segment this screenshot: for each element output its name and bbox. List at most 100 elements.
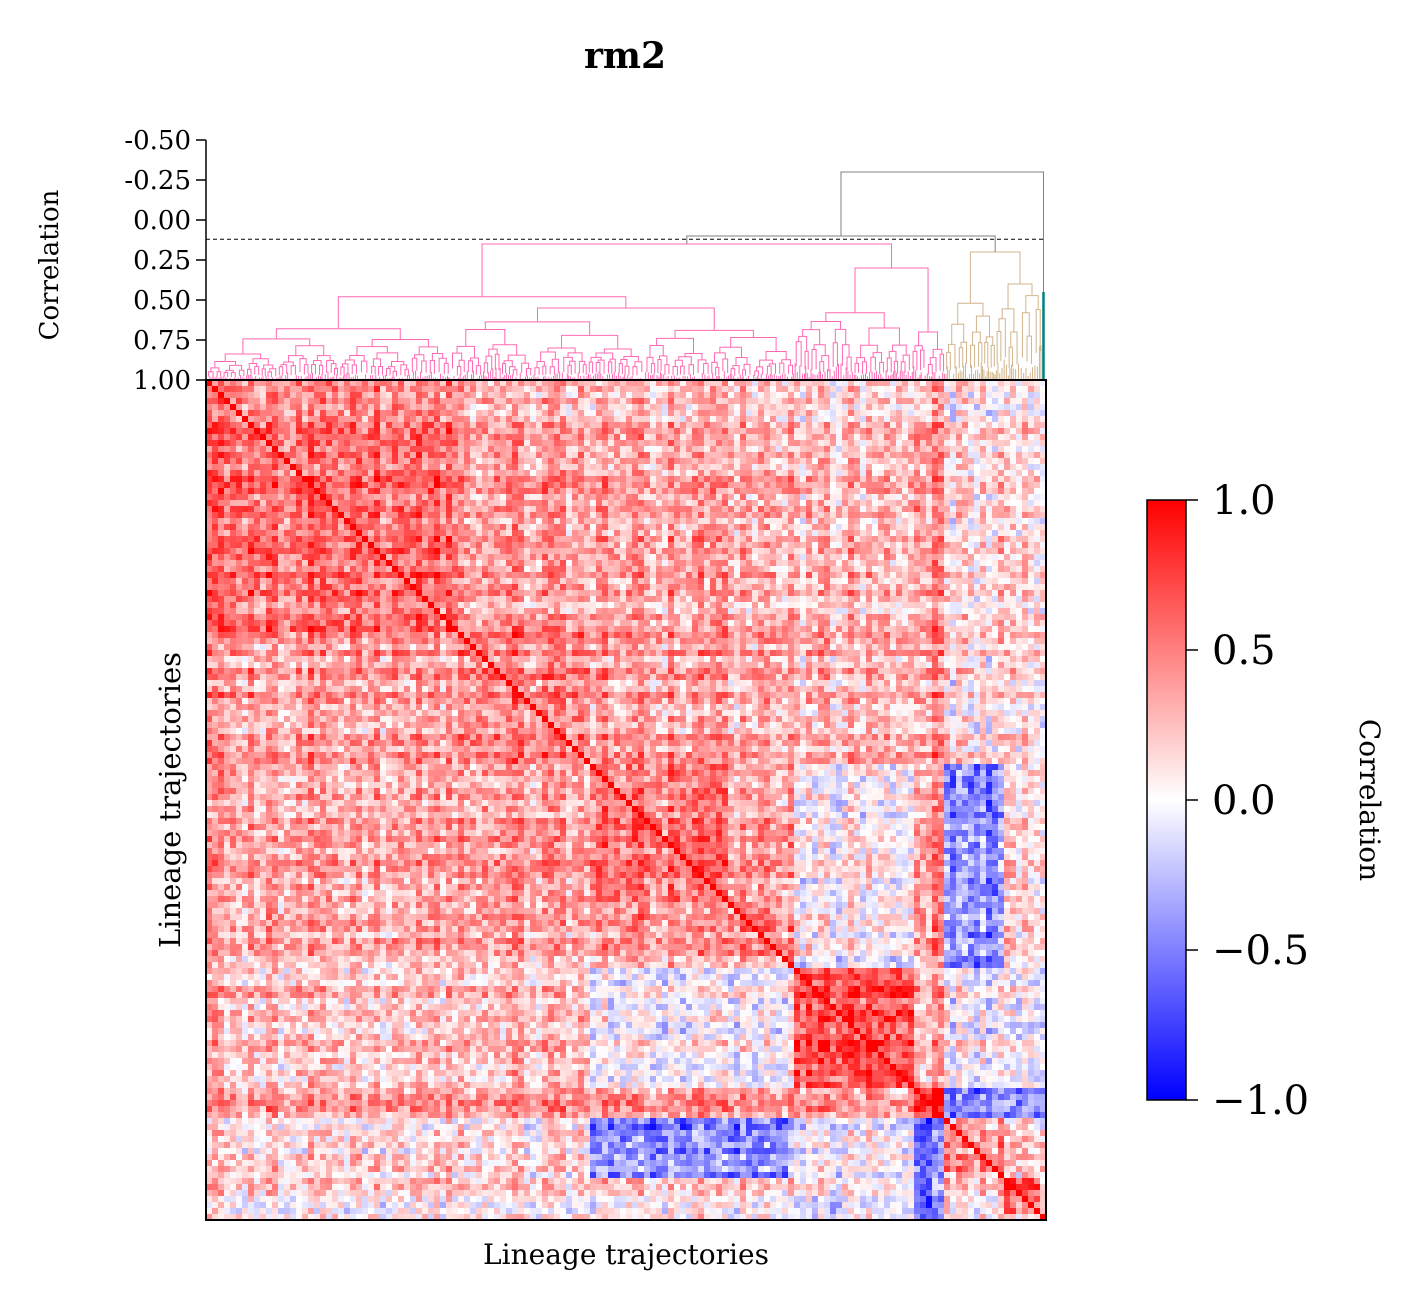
heatmap-cell [476, 500, 483, 507]
heatmap-cell [566, 476, 573, 483]
heatmap-cell [608, 398, 615, 405]
heatmap-cell [230, 506, 237, 513]
heatmap-cell [788, 524, 795, 531]
heatmap-cell [920, 440, 927, 447]
heatmap-cell [890, 428, 897, 435]
heatmap-cell [848, 470, 855, 477]
heatmap-cell [380, 440, 387, 447]
heatmap-cell [560, 488, 567, 495]
heatmap-cell [764, 392, 771, 399]
heatmap-cell [950, 398, 957, 405]
heatmap-cell [860, 548, 867, 555]
heatmap-cell [512, 476, 519, 483]
heatmap-cell [278, 410, 285, 417]
heatmap-cell [464, 530, 471, 537]
heatmap-cell [956, 434, 963, 441]
heatmap-cell [272, 494, 279, 501]
heatmap-cell [404, 494, 411, 501]
heatmap-cell [518, 494, 525, 501]
heatmap-cell [644, 500, 651, 507]
heatmap-cell [248, 494, 255, 501]
heatmap-cell [224, 530, 231, 537]
heatmap-cell [650, 500, 657, 507]
heatmap-cell [872, 380, 879, 387]
heatmap-cell [974, 392, 981, 399]
heatmap-cell [470, 536, 477, 543]
heatmap-cell [908, 440, 915, 447]
heatmap-cell [686, 416, 693, 423]
heatmap-cell [902, 446, 909, 453]
heatmap-cell [500, 518, 507, 525]
heatmap-cell [878, 416, 885, 423]
heatmap-cell [812, 428, 819, 435]
heatmap-cell [1040, 542, 1046, 549]
heatmap-cell [236, 536, 243, 543]
heatmap-cell [572, 554, 579, 561]
heatmap-cell [344, 548, 351, 555]
heatmap-cell [758, 560, 765, 567]
heatmap-cell [824, 482, 831, 489]
heatmap-cell [422, 392, 429, 399]
heatmap-cell [908, 548, 915, 555]
heatmap-cell [992, 434, 999, 441]
heatmap-cell [524, 380, 531, 387]
heatmap-cell [590, 416, 597, 423]
heatmap-cell [590, 386, 597, 393]
heatmap-cell [464, 464, 471, 471]
heatmap-cell [1040, 404, 1046, 411]
heatmap-cell [974, 512, 981, 519]
heatmap-cell [632, 488, 639, 495]
heatmap-cell [314, 380, 321, 387]
heatmap-cell [956, 494, 963, 501]
heatmap-cell [344, 536, 351, 543]
heatmap-cell [926, 536, 933, 543]
heatmap-cell [470, 548, 477, 555]
heatmap-cell [986, 536, 993, 543]
heatmap-cell [494, 404, 501, 411]
heatmap-cell [884, 482, 891, 489]
heatmap-cell [596, 404, 603, 411]
heatmap-cell [800, 482, 807, 489]
heatmap-cell [686, 434, 693, 441]
heatmap-cell [410, 464, 417, 471]
heatmap-cell [656, 434, 663, 441]
dendrogram-link [632, 366, 638, 376]
heatmap-cell [290, 476, 297, 483]
heatmap-cell [986, 440, 993, 447]
heatmap-cell [620, 488, 627, 495]
heatmap-cell [842, 464, 849, 471]
heatmap-cell [1022, 380, 1029, 387]
heatmap-cell [356, 440, 363, 447]
heatmap-cell [890, 530, 897, 537]
heatmap-cell [902, 470, 909, 477]
heatmap-cell [926, 518, 933, 525]
heatmap-cell [1028, 470, 1035, 477]
heatmap-cell [938, 554, 945, 561]
dendrogram-link [488, 348, 498, 357]
heatmap-cell [794, 404, 801, 411]
heatmap-cell [656, 518, 663, 525]
heatmap-cell [620, 434, 627, 441]
heatmap-cell [212, 452, 219, 459]
heatmap-cell [602, 410, 609, 417]
heatmap-cell [440, 500, 447, 507]
heatmap-cell [476, 386, 483, 393]
heatmap-cell [800, 506, 807, 513]
heatmap-cell [1034, 464, 1041, 471]
dendrogram-link [914, 345, 923, 352]
heatmap-cell [530, 470, 537, 477]
heatmap-cell [482, 518, 489, 525]
heatmap-cell [998, 506, 1005, 513]
dendrogram-link [438, 357, 447, 373]
heatmap-cell [398, 404, 405, 411]
heatmap-cell [710, 422, 717, 429]
heatmap-cell [986, 488, 993, 495]
heatmap-cell [974, 440, 981, 447]
heatmap-cell [914, 446, 921, 453]
heatmap-cell [476, 536, 483, 543]
heatmap-cell [512, 560, 519, 567]
heatmap-cell [926, 488, 933, 495]
heatmap-cell [680, 524, 687, 531]
heatmap-cell [548, 506, 555, 513]
heatmap-cell [920, 452, 927, 459]
